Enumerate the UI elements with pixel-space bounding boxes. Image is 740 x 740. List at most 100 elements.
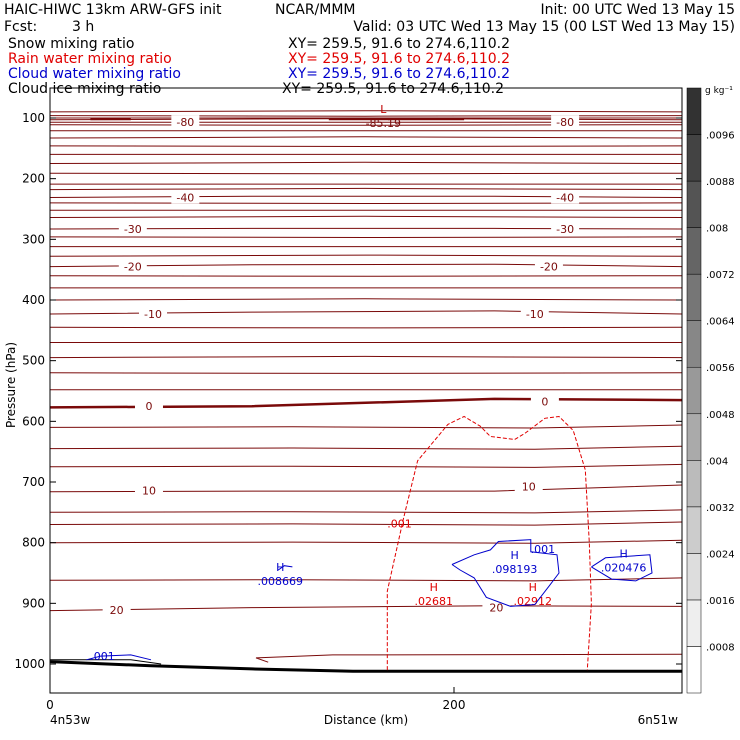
colorbar-bin (686, 599, 702, 647)
x-tick-label: 200 (443, 698, 466, 712)
cloud-water-maximum-value: .020476 (601, 562, 647, 575)
rain-water-maximum-value: .02681 (415, 595, 454, 608)
colorbar-level-label: .0048 (706, 410, 735, 421)
temperature-contour-label: 10 (522, 481, 536, 494)
rain-water-contour-label: .001 (387, 518, 412, 531)
colorbar-level-label: .008 (706, 224, 728, 235)
y-tick-label: 100 (22, 111, 45, 125)
colorbar-bin (686, 506, 702, 554)
rain-water-maximum-symbol: H (430, 581, 438, 594)
colorbar-level-label: .0056 (706, 363, 735, 374)
temperature-contour-label: -40 (176, 191, 194, 204)
temperature-contour (49, 424, 683, 429)
x-tick-label: 0 (46, 698, 54, 712)
temperature-contour (49, 521, 683, 526)
contour-label-bg (534, 259, 563, 273)
temperature-contour--20 (49, 263, 683, 268)
cloud-water-contour (591, 554, 653, 582)
colorbar-level-label: .0072 (706, 270, 735, 281)
temperature-contour (49, 136, 683, 139)
colorbar-bin (686, 460, 702, 508)
temperature-contour-label: -80 (556, 116, 574, 129)
low-marker-symbol: L (380, 103, 387, 116)
colorbar-level-label: .004 (706, 456, 728, 467)
colorbar-unit: g kg⁻¹ (705, 86, 733, 96)
y-tick-label: 900 (22, 596, 45, 610)
contour-label-bg (551, 115, 580, 129)
temperature-contour (49, 215, 683, 218)
cloud-water-maximum-value: .098193 (492, 563, 538, 576)
y-tick-label: 200 (22, 172, 45, 186)
x-axis-label: Distance (km) (324, 713, 408, 727)
temperature-contour (49, 172, 683, 175)
terrain-line-upper (50, 659, 162, 665)
temperature-contour (49, 463, 683, 468)
y-tick-label: 400 (22, 293, 45, 307)
temperature-contour (49, 236, 683, 239)
temperature-contour (49, 326, 683, 329)
colorbar-bin (686, 366, 702, 415)
contour-label-bg (530, 394, 559, 408)
temperature-contour-20 (49, 605, 683, 612)
contour-label-bg (171, 115, 200, 129)
colorbar-bin (686, 87, 702, 135)
temperature-contour (49, 372, 683, 374)
field-rain-xy: XY= 259.5, 91.6 to 274.6,110.2 (288, 51, 510, 67)
temperature-contour (49, 355, 683, 359)
contour-label-bg (134, 399, 163, 413)
temperature-contour-label: 0 (145, 400, 152, 413)
temperature-contour-label: -20 (124, 261, 142, 274)
cloud-water-maximum-value: .008669 (258, 575, 304, 588)
low-marker-value: -85.19 (366, 117, 401, 130)
x-endpoint-left: 4n53w (50, 713, 91, 727)
temperature-contour (49, 539, 683, 544)
temperature-contour--30 (49, 227, 683, 230)
contour-label-bg (520, 306, 549, 320)
cloud-water-surface-contour-label: .001 (90, 650, 115, 663)
cloud-water-surface-contour (86, 654, 152, 661)
field-rain-name: Rain water mixing ratio (8, 51, 172, 67)
terrain-line (49, 660, 683, 673)
contour-label-bg (551, 190, 580, 204)
rain-water-contour (386, 415, 592, 671)
cloud-water-maximum-symbol: H (510, 549, 518, 562)
temperature-contour (49, 509, 683, 514)
temperature-contour (49, 187, 683, 191)
temperature-contour (49, 161, 683, 164)
x-axis-ticks: 0 200 (46, 687, 465, 712)
colorbar-bin (686, 227, 702, 275)
colorbar-bin (686, 180, 702, 228)
contour-label-bg (171, 190, 200, 204)
temperature-contour-label: -20 (540, 261, 558, 274)
y-tick-label: 800 (22, 536, 45, 550)
header-init: Init: 00 UTC Wed 13 May 15 (541, 2, 735, 18)
temperature-contour-label: -10 (144, 308, 162, 321)
colorbar-bin (686, 646, 702, 694)
colorbar-level-label: .0064 (706, 317, 735, 328)
field-cloudwater-xy: XY= 259.5, 91.6 to 274.6,110.2 (288, 66, 510, 82)
colorbar-bin (686, 553, 702, 601)
colorbar-level-label: .0008 (706, 642, 735, 653)
colorbar-level-label: .0016 (706, 596, 735, 607)
field-snow-xy: XY= 259.5, 91.6 to 274.6,110.2 (288, 36, 510, 52)
temperature-contour (49, 445, 683, 450)
header-fcst-label: Fcst: (4, 19, 37, 35)
contour-label-bg (139, 306, 168, 320)
field-cloudwater-name: Cloud water mixing ratio (8, 66, 181, 82)
y-tick-label: 600 (22, 414, 45, 428)
colorbar-bin (686, 413, 702, 461)
temperature-contour--40 (49, 195, 683, 198)
cloud-water-contour-label: .001 (531, 543, 556, 556)
rain-water-maximum-value: .02912 (514, 595, 553, 608)
temperature-contour-label: 20 (489, 602, 503, 615)
plot-area: -80 -80 -40 -40 -30 -30 -20 -20 -10 -10 0 0 10 10 20 20… (49, 103, 683, 673)
header-source: NCAR/MMM (275, 2, 356, 18)
temperature-contour (49, 202, 683, 205)
field-snow-name: Snow mixing ratio (8, 36, 134, 52)
y-tick-label: 300 (22, 232, 45, 246)
colorbar-bin (686, 320, 702, 368)
cloud-water-contour (278, 565, 293, 571)
colorbar: .0008 .0016 .0024 .0032 .004 .0048 .0056 .0064.… (686, 87, 735, 694)
contour-label-bg (102, 603, 131, 617)
